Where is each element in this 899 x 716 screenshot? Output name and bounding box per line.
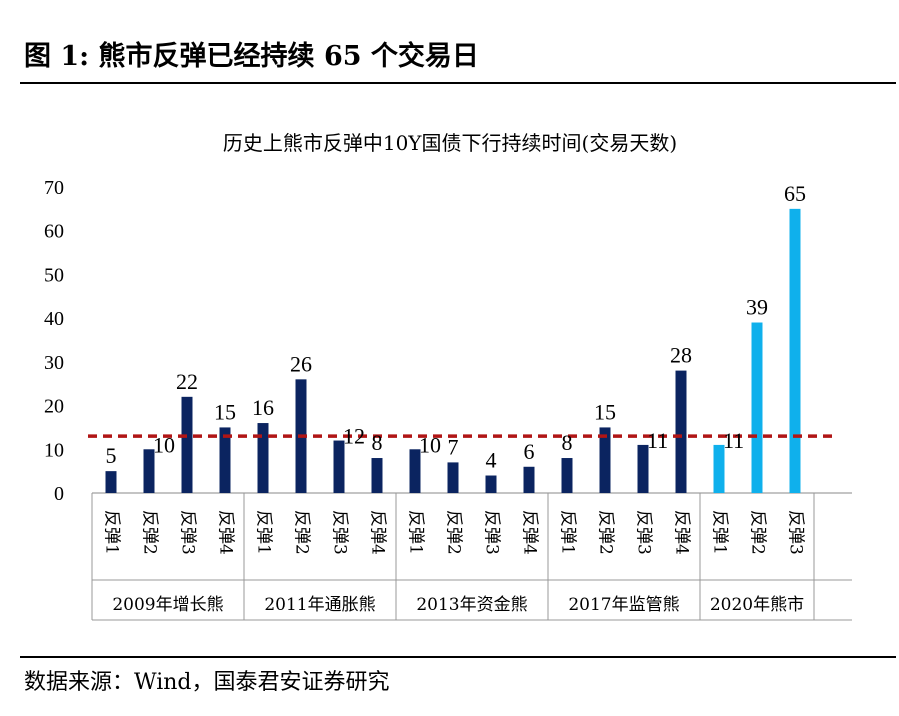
category-labels: 反弹1 反弹2 反弹3 反弹4 2009年增长熊 反弹1 反弹2 反弹3 反弹4 2011年通胀熊…	[102, 510, 806, 615]
bar	[485, 475, 497, 493]
group-label: 2017年监管熊	[568, 595, 679, 615]
bar	[447, 462, 459, 493]
source-divider	[20, 656, 896, 658]
bar	[713, 444, 725, 493]
category-label: 反弹1	[710, 510, 730, 555]
bar	[751, 322, 763, 493]
bar	[105, 471, 117, 493]
data-label: 8	[372, 430, 383, 455]
category-label: 反弹1	[254, 510, 274, 555]
data-label: 6	[524, 439, 535, 464]
data-label: 15	[214, 399, 236, 424]
data-label: 10	[153, 432, 175, 457]
y-tick-label: 70	[44, 177, 64, 199]
bar	[523, 466, 535, 493]
data-label: 26	[290, 351, 312, 376]
category-label: 反弹3	[482, 510, 502, 555]
y-tick-label: 40	[44, 308, 64, 330]
category-label: 反弹4	[368, 510, 388, 555]
y-tick-label: 30	[44, 352, 64, 374]
group-label: 2020年熊市	[710, 595, 804, 615]
category-label: 反弹2	[748, 510, 768, 555]
category-label: 反弹1	[558, 510, 578, 555]
group-label: 2009年增长熊	[112, 595, 223, 615]
bar	[561, 458, 573, 493]
category-label: 反弹1	[102, 510, 122, 555]
y-tick-label: 60	[44, 221, 64, 243]
category-label: 反弹2	[292, 510, 312, 555]
data-labels: 5 10 22 15 16 26 12 8 10 7 4 6 8 15 11 28 11 39 65	[106, 181, 807, 473]
title-divider	[20, 82, 896, 84]
group-label: 2013年资金熊	[416, 595, 527, 615]
bar	[675, 370, 687, 493]
bar-chart: 历史上熊市反弹中10Y国债下行持续时间(交易天数) 0 10 20 30 40 50 60 7…	[44, 131, 852, 621]
category-label: 反弹3	[634, 510, 654, 555]
category-label: 反弹2	[444, 510, 464, 555]
data-label: 11	[647, 428, 668, 453]
data-label: 4	[486, 448, 497, 473]
data-label: 11	[723, 428, 744, 453]
bar	[219, 427, 231, 493]
source-note: 数据来源：Wind，国泰君安证券研究	[24, 670, 390, 695]
group-label: 2011年通胀熊	[264, 595, 375, 615]
data-label: 8	[562, 430, 573, 455]
data-label: 22	[176, 369, 198, 394]
data-label: 7	[448, 434, 459, 459]
category-label: 反弹2	[140, 510, 160, 555]
bar	[371, 458, 383, 493]
figure-title: 图 1: 熊市反弹已经持续 65 个交易日	[24, 41, 479, 72]
chart-title: 历史上熊市反弹中10Y国债下行持续时间(交易天数)	[223, 131, 677, 155]
data-label: 12	[343, 424, 365, 449]
bar	[257, 423, 269, 493]
bar	[333, 440, 345, 493]
data-label: 10	[419, 432, 441, 457]
bar	[599, 427, 611, 493]
category-label: 反弹3	[330, 510, 350, 555]
category-label: 反弹4	[520, 510, 540, 555]
y-tick-label: 0	[54, 483, 64, 505]
category-label: 反弹3	[786, 510, 806, 555]
data-label: 65	[784, 181, 806, 206]
category-label: 反弹1	[406, 510, 426, 555]
axes: 0 10 20 30 40 50 60 70	[44, 177, 852, 621]
bar	[789, 208, 801, 493]
data-label: 39	[746, 295, 768, 320]
bar	[143, 449, 155, 493]
category-label: 反弹4	[216, 510, 236, 555]
bar	[181, 396, 193, 493]
category-label: 反弹3	[178, 510, 198, 555]
category-label: 反弹4	[672, 510, 692, 555]
y-tick-label: 20	[44, 396, 64, 418]
data-label: 16	[252, 395, 274, 420]
y-tick-label: 50	[44, 264, 64, 286]
y-tick-label: 10	[44, 439, 64, 461]
data-label: 28	[670, 343, 692, 368]
bar	[637, 444, 649, 493]
data-label: 15	[594, 399, 616, 424]
bar	[409, 449, 421, 493]
category-label: 反弹2	[596, 510, 616, 555]
data-label: 5	[106, 443, 117, 468]
